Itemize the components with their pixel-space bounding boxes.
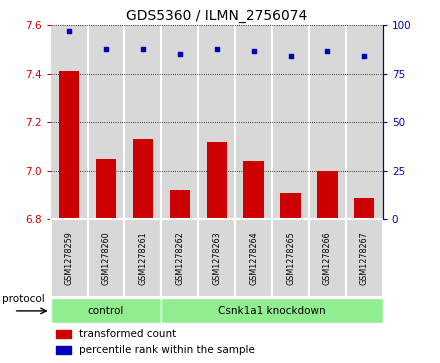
Bar — [317, 171, 337, 219]
Text: GSM1278266: GSM1278266 — [323, 231, 332, 285]
Point — [213, 46, 220, 52]
Text: Csnk1a1 knockdown: Csnk1a1 knockdown — [218, 306, 326, 316]
FancyBboxPatch shape — [51, 298, 161, 323]
Text: GSM1278260: GSM1278260 — [102, 231, 110, 285]
Bar — [55, 330, 70, 338]
Text: GSM1278259: GSM1278259 — [65, 231, 73, 285]
Bar — [96, 159, 116, 219]
Bar — [235, 219, 272, 297]
Bar — [235, 25, 272, 219]
Bar — [88, 25, 125, 219]
Point — [176, 52, 183, 57]
Bar — [309, 219, 346, 297]
Bar — [51, 25, 88, 219]
Bar — [88, 219, 125, 297]
FancyBboxPatch shape — [161, 298, 383, 323]
Bar — [161, 219, 198, 297]
Point — [287, 53, 294, 59]
Bar — [243, 161, 264, 219]
Bar — [346, 25, 383, 219]
Text: percentile rank within the sample: percentile rank within the sample — [79, 345, 255, 355]
Bar — [206, 142, 227, 219]
Point — [103, 46, 110, 52]
Point — [66, 28, 73, 34]
Bar — [354, 197, 374, 219]
Point — [139, 46, 147, 52]
Bar — [280, 193, 301, 219]
Bar — [59, 72, 79, 219]
Text: protocol: protocol — [2, 294, 45, 305]
Text: GSM1278265: GSM1278265 — [286, 231, 295, 285]
Bar — [125, 25, 161, 219]
Bar — [346, 219, 383, 297]
Text: control: control — [88, 306, 124, 316]
Text: GSM1278262: GSM1278262 — [175, 231, 184, 285]
Point — [250, 48, 257, 53]
Bar — [198, 219, 235, 297]
Text: GSM1278261: GSM1278261 — [138, 231, 147, 285]
Text: transformed count: transformed count — [79, 329, 176, 339]
Text: GSM1278263: GSM1278263 — [212, 231, 221, 285]
Bar — [272, 25, 309, 219]
Bar — [309, 25, 346, 219]
Text: GSM1278267: GSM1278267 — [360, 231, 369, 285]
Point — [361, 53, 368, 59]
Text: GSM1278264: GSM1278264 — [249, 231, 258, 285]
Bar — [51, 219, 88, 297]
Bar — [125, 219, 161, 297]
Point — [324, 48, 331, 53]
Bar — [272, 219, 309, 297]
Bar — [55, 346, 70, 354]
Title: GDS5360 / ILMN_2756074: GDS5360 / ILMN_2756074 — [126, 9, 307, 23]
Bar — [198, 25, 235, 219]
Bar — [170, 190, 190, 219]
Bar — [133, 139, 153, 219]
Bar — [161, 25, 198, 219]
